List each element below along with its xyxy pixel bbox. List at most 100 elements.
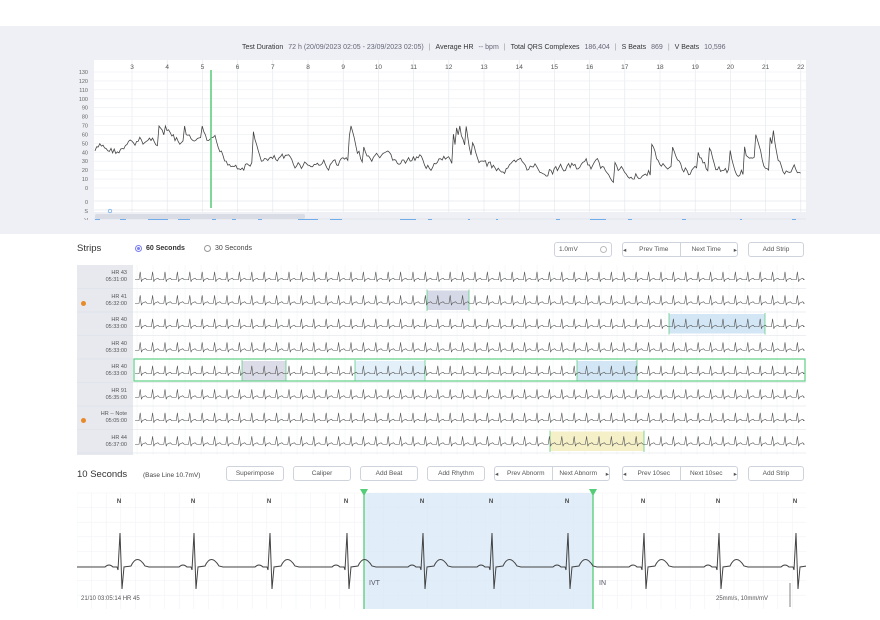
strip-flag-icon <box>81 300 86 306</box>
trend-y-tick: 70 <box>82 124 88 130</box>
trend-x-tick: 3 <box>130 64 134 71</box>
strip-time: 05:33:00 <box>105 347 127 354</box>
s-beat-mark <box>468 219 470 220</box>
strip-waveform <box>135 271 805 282</box>
event-region[interactable] <box>364 493 593 609</box>
strips-background <box>133 265 806 455</box>
option-60-seconds[interactable]: 60 Seconds <box>135 245 185 252</box>
strip-time: 05:32:00 <box>105 300 127 307</box>
beat-label[interactable]: N <box>267 499 271 505</box>
s-beat-mark <box>740 219 742 220</box>
beat-label[interactable]: N <box>793 499 797 505</box>
gain-select[interactable]: 1.0mV <box>554 242 612 257</box>
trend-scrollbar[interactable] <box>95 214 305 219</box>
beat-label[interactable]: N <box>117 499 121 505</box>
segment-label-in: IN <box>599 580 606 587</box>
next-abnorm-label: Next Abnorm <box>559 470 597 477</box>
add-beat-button[interactable]: Add Beat <box>360 466 418 481</box>
beat-label[interactable]: N <box>716 499 720 505</box>
strip-event-highlight[interactable] <box>355 361 425 381</box>
ten-seconds-title: 10 Seconds <box>77 469 128 480</box>
trend-y-tick: 20 <box>82 168 88 174</box>
trend-x-tick: 14 <box>516 64 524 71</box>
prev-abnorm-button[interactable]: ◂ Prev Abnorm <box>495 467 552 480</box>
trend-x-tick: 17 <box>621 64 629 71</box>
hr-trend-chart[interactable]: 3 4 5 6 7 8 9 10 11 12 13 14 15 16 17 18 19 20 21 22 130 120… <box>0 60 880 220</box>
beat-label[interactable]: N <box>420 499 424 505</box>
trend-y-tick: 40 <box>82 150 88 156</box>
strip-event-highlight[interactable] <box>427 290 469 311</box>
strip-hr: HR 41 <box>111 293 127 300</box>
prev-10sec-label: Prev 10sec <box>637 470 671 477</box>
strip-event-highlight[interactable] <box>577 361 637 381</box>
strip-hr: HR 91 <box>111 387 127 394</box>
add-strip-button[interactable]: Add Strip <box>748 242 804 257</box>
strip-waveform <box>135 436 805 447</box>
strips-ecg[interactable] <box>77 265 806 455</box>
trend-y-tick: 60 <box>82 132 88 138</box>
strip-waveform <box>135 295 805 306</box>
trend-x-tick: 12 <box>445 64 453 71</box>
trend-x-tick: 5 <box>201 64 205 71</box>
prev-time-label: Prev Time <box>639 246 669 253</box>
trend-x-tick: 18 <box>656 64 664 71</box>
ten-sec-nav: ◂ Prev 10sec Next 10sec ▸ <box>622 466 738 481</box>
divider: | <box>503 43 506 51</box>
beat-label[interactable]: N <box>191 499 195 505</box>
next-abnorm-button[interactable]: Next Abnorm ▸ <box>551 467 609 480</box>
next-10sec-button[interactable]: Next 10sec ▸ <box>679 467 737 480</box>
add-strip-button-10s[interactable]: Add Strip <box>748 466 804 481</box>
v-beats-value: 10,596 <box>704 43 726 51</box>
beat-label[interactable]: N <box>344 499 348 505</box>
s-beat-mark <box>496 219 498 220</box>
trend-y-tick: 50 <box>82 141 88 147</box>
strip-event-highlight[interactable] <box>242 361 286 381</box>
next-time-label: Next Time <box>691 246 721 253</box>
beat-label[interactable]: N <box>641 499 645 505</box>
option-30-seconds[interactable]: 30 Seconds <box>204 245 252 252</box>
event-start-handle[interactable] <box>360 489 368 496</box>
trend-y-tick: 130 <box>79 70 88 76</box>
s-beat-mark <box>212 219 216 220</box>
s-beat-mark <box>556 219 560 220</box>
trend-y-tick: 110 <box>79 88 88 94</box>
strip-label: HR 40 05:33:00 <box>77 317 133 331</box>
prev-abnorm-label: Prev Abnorm <box>507 470 545 477</box>
prev-10sec-button[interactable]: ◂ Prev 10sec <box>623 467 680 480</box>
s-beat-mark <box>330 219 342 220</box>
strip-event-highlight[interactable] <box>550 431 644 452</box>
strip-waves <box>135 271 805 447</box>
caliper-button[interactable]: Caliper <box>293 466 351 481</box>
s-beat-mark <box>148 219 168 220</box>
strip-hr: HR 40 <box>111 364 127 370</box>
option-60-label: 60 Seconds <box>146 245 185 252</box>
total-qrs-value: 186,404 <box>584 43 610 51</box>
trend-x-tick: 6 <box>236 64 240 71</box>
v-beats-label: V Beats <box>674 43 700 51</box>
strips-panel: HR 43 05:31:00 HR 41 05:32:00 HR 40 05:33:00 H… <box>77 265 806 455</box>
strip-event-highlight[interactable] <box>669 314 765 334</box>
strip-waveform <box>135 389 805 400</box>
time-nav: ◂ Prev Time Next Time ▸ <box>622 242 738 257</box>
radio-selected-icon <box>135 245 142 252</box>
trend-event-rows: 0 S V <box>84 200 806 220</box>
s-beat-mark <box>590 219 606 220</box>
beat-label[interactable]: N <box>565 499 569 505</box>
next-time-button[interactable]: Next Time ▸ <box>679 243 737 256</box>
test-duration-label: Test Duration <box>242 43 284 51</box>
trend-y-tick: 120 <box>79 79 88 85</box>
trend-plot-area <box>94 60 806 212</box>
beat-label[interactable]: N <box>489 499 493 505</box>
strip-label: HR 41 05:32:00 <box>77 294 133 308</box>
trend-x-tick: 7 <box>271 64 275 71</box>
trend-x-tick: 19 <box>692 64 700 71</box>
trend-row-label: V <box>84 218 88 220</box>
add-rhythm-button[interactable]: Add Rhythm <box>427 466 485 481</box>
event-end-handle[interactable] <box>589 489 597 496</box>
test-duration-value: 72 h (20/09/2023 02:05 - 23/09/2023 02:0… <box>288 43 424 51</box>
trend-x-tick: 22 <box>797 64 805 71</box>
prev-time-button[interactable]: ◂ Prev Time <box>623 243 680 256</box>
superimpose-button[interactable]: Superimpose <box>226 466 284 481</box>
